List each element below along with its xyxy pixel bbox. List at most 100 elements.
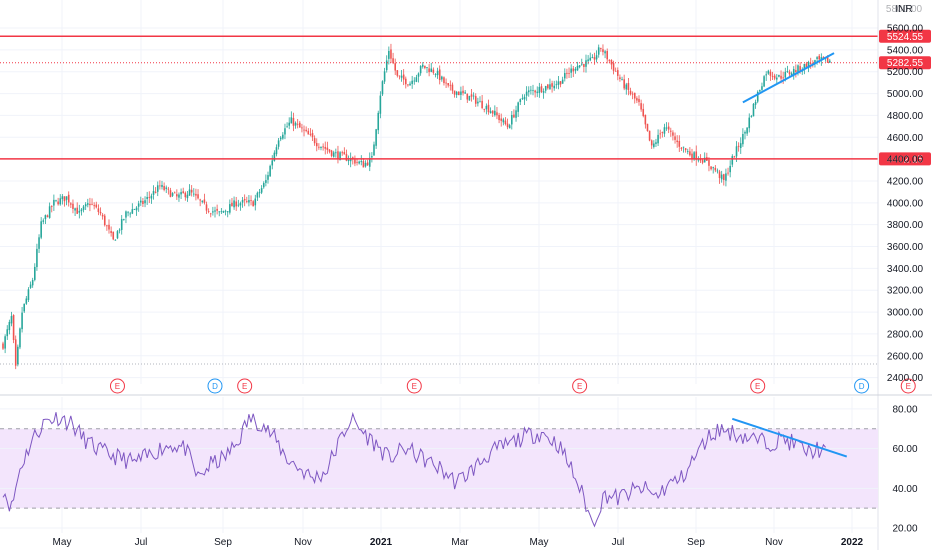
candle-body [152,190,155,195]
candle-body [701,160,704,163]
candle-body [426,67,428,68]
candle-body [27,289,30,300]
candle-body [120,219,123,230]
earnings-marker[interactable] [900,378,916,394]
candle-body [523,96,526,100]
candle-body [258,192,261,194]
candle-body [415,77,418,82]
candle-body [354,159,356,164]
candle-body [521,98,524,99]
candle-body [241,200,244,203]
candle-body [373,144,375,156]
candle-body [773,75,776,79]
time-tick-label: 2021 [370,537,393,548]
rsi-band [0,428,878,509]
candle-body [795,70,797,73]
candle-body [472,95,475,97]
candle-body [332,152,335,157]
candle-body [50,206,53,207]
candle-body [402,74,405,80]
candle-body [417,73,420,77]
price-tick-label: 4000.00 [887,198,924,209]
earnings-marker[interactable] [572,378,588,394]
candle-body [188,189,191,196]
rsi-trendline[interactable] [731,417,848,458]
candle-body [729,165,731,173]
candle-body [481,100,483,109]
candle-body [343,152,346,155]
candle-body [21,312,23,330]
candle-body [663,127,666,134]
candle-body [814,60,816,64]
candle-body [604,51,606,54]
trendline[interactable] [742,52,835,104]
candle-body [646,123,649,132]
candle-body [792,69,795,75]
dividend-marker[interactable] [207,378,223,394]
candle-body [684,148,687,151]
candle-body [46,215,49,217]
rsi-axis: 20.00 40.00 60.00 80.00 [892,404,917,534]
candle-body [284,128,286,135]
candle-body [708,160,710,166]
candle-body [585,60,587,67]
candle-body [551,83,553,87]
candle-body [303,129,305,131]
candle-body [17,346,19,365]
candle-body [70,203,72,205]
price-tick-label: 3800.00 [887,220,924,231]
candle-body [765,74,767,76]
candle-body [667,126,670,130]
price-tick-label: 3600.00 [887,242,924,253]
candle-body [720,174,723,180]
time-tick-label: Mar [451,537,469,548]
candle-body [809,63,812,65]
candle-body [421,64,424,67]
time-tick-label: Jul [612,537,625,548]
candle-body [176,194,178,197]
candle-body [267,175,269,180]
rsi-tick-label: 80.00 [892,404,917,415]
candle-body [502,119,505,123]
candle-body [712,167,714,169]
price-tick-label: 2800.00 [887,329,924,340]
candle-body [279,137,282,140]
earnings-marker[interactable] [750,378,766,394]
price-tick-label: 5600.00 [887,24,924,35]
rsi-tick-label: 20.00 [892,524,917,535]
candle-body [97,208,100,212]
candle-body [220,211,223,213]
candle-body [131,209,134,214]
dividend-marker[interactable] [854,378,870,394]
earnings-marker[interactable] [406,378,422,394]
candle-body [116,231,119,239]
earnings-marker-label: E [906,382,911,391]
candle-body [623,79,625,89]
level-price-label: 4402.15 [887,154,924,165]
candle-body [390,49,392,59]
candle-body [640,103,642,110]
candle-body [322,146,324,148]
candle-body [489,111,492,114]
candle-body [680,147,683,149]
candle-body [578,65,581,68]
candle-body [328,149,331,152]
candle-body [506,123,509,128]
candle-body [36,248,38,268]
candle-body [294,122,297,126]
candle-body [737,145,740,147]
candle-body [570,68,572,73]
candle-body [487,104,490,113]
candle-body [600,47,602,49]
candle-body [366,162,369,166]
earnings-marker[interactable] [237,378,253,394]
candle-body [148,197,151,198]
earnings-marker[interactable] [109,378,125,394]
candle-body [307,130,310,135]
candle-body [498,114,500,121]
candle-body [485,105,488,110]
candle-body [566,72,568,74]
candle-body [655,142,657,144]
candle-body [739,143,742,149]
